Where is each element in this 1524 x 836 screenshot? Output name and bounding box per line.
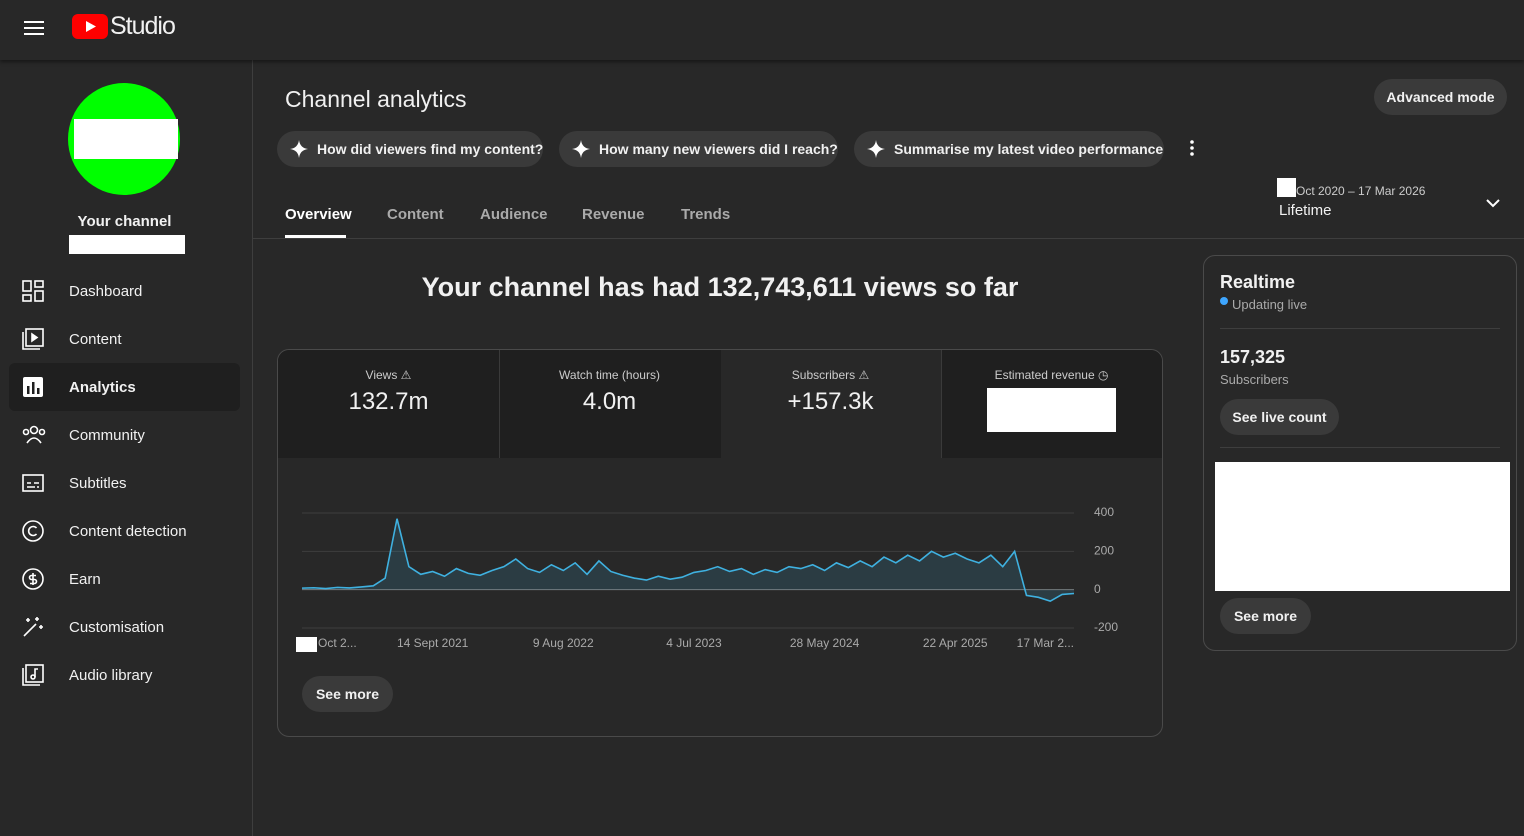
nav-item[interactable]: Dashboard [9,267,240,315]
logo-text[interactable]: Studio [110,12,176,40]
x-tick-label: 28 May 2024 [790,636,860,650]
live-dot [1220,297,1228,305]
realtime-title: Realtime [1220,272,1296,292]
nav-item[interactable]: Content detection [9,507,240,555]
redaction [1277,178,1296,197]
page-title: Channel analytics [285,86,467,112]
metric[interactable]: Estimated revenue ◷ [994,368,1109,382]
metric-label: Views [365,368,398,382]
dropdown-chevron[interactable] [1485,197,1501,209]
realtime-card [1203,255,1517,651]
date-label[interactable]: Lifetime [1279,202,1332,219]
realtime-status: Updating live [1232,297,1308,312]
metric[interactable]: Watch time (hours) 4.0m [499,350,720,458]
headline: Your channel has had 132,743,611 views s… [421,272,1019,302]
tab[interactable]: Overview [285,206,352,223]
nav-label: Content [69,330,122,348]
metric-value: 4.0m [582,388,637,415]
x-tick-label: Oct 2... [318,636,357,650]
realtime-count: 157,325 [1220,347,1286,367]
nav-label: Content detection [69,522,187,540]
line-area [302,518,1074,602]
divider [1220,447,1500,448]
x-tick-label: 22 Apr 2025 [923,636,988,650]
prompt-chip[interactable]: How did viewers find my content? [277,131,543,167]
nav-item[interactable]: Subtitles [9,459,240,507]
nav-label: Analytics [69,378,136,396]
advanced-mode-button[interactable]: Advanced mode [1374,79,1507,115]
metric-label: Subscribers [791,368,856,382]
nav-label: Dashboard [69,282,143,300]
nav-item[interactable]: Audio library [9,651,240,699]
redaction [296,637,317,652]
y-tick-label: 0 [1094,582,1101,596]
nav-item[interactable]: Customisation [9,603,240,651]
tab[interactable]: Audience [480,206,548,223]
header: Studio [0,0,1524,60]
menu-button[interactable] [24,19,46,37]
nav-item[interactable]: Analytics [9,363,240,411]
nav-label: Earn [69,570,101,588]
nav-label: Customisation [69,618,165,636]
metric-label: Estimated revenue [994,368,1095,382]
divider [253,238,1524,239]
y-tick-label: 200 [1094,544,1114,558]
prompt-text: How did viewers find my content? [317,141,544,157]
chart: 400 200 0 -200 Oct 2... 14 Sept 2021 9 Aug 202… [301,505,1118,650]
line [301,518,1075,603]
channel-label: Your channel [77,213,172,230]
metric-label: Watch time (hours) [559,368,660,382]
metric[interactable]: Subscribers ⚠ +157.3k [720,350,941,458]
metric[interactable]: Views ⚠ 132.7m [278,350,499,458]
overview-card [277,349,1163,737]
nav-label: Audio library [69,666,153,684]
nav-item[interactable]: Community [9,411,240,459]
redaction [69,235,185,254]
realtime-count-label: Subscribers [1220,372,1289,387]
metric-value: +157.3k [787,388,874,415]
more-button[interactable] [1188,139,1196,157]
live-count-button[interactable]: See live count [1220,399,1339,435]
nav-item[interactable]: Earn [9,555,240,603]
y-tick-label: -200 [1094,620,1118,634]
see-more-button[interactable]: See more [302,676,393,712]
prompt-text: Summarise my latest video performance [894,141,1164,157]
divider [1220,328,1500,329]
y-tick-label: 400 [1094,505,1114,519]
tab[interactable]: Trends [681,206,731,223]
avatar[interactable] [68,83,182,197]
x-tick-label: 14 Sept 2021 [397,636,469,650]
x-tick-label: 17 Mar 2... [1017,636,1074,650]
x-tick-label: 4 Jul 2023 [666,636,722,650]
date-range[interactable]: Oct 2020 – 17 Mar 2026 [1296,184,1426,198]
nav-label: Subtitles [69,474,127,492]
prompt-chip[interactable]: Summarise my latest video performance [854,131,1164,167]
prompt-chip[interactable]: How many new viewers did I reach? [559,131,838,167]
tab-indicator [285,235,346,238]
tab[interactable]: Revenue [582,206,645,223]
prompt-text: How many new viewers did I reach? [599,141,838,157]
sidebar: Your channel Dashboard Content Analytics… [0,60,253,836]
nav-item[interactable]: Content [9,315,240,363]
tab[interactable]: Content [387,206,444,223]
logo-icon[interactable] [72,14,108,40]
nav-label: Community [69,426,145,444]
x-tick-label: 9 Aug 2022 [533,636,594,650]
redaction [1215,462,1510,591]
metric-value: 132.7m [348,388,429,415]
redaction [987,388,1116,432]
see-more-button[interactable]: See more [1220,598,1311,634]
